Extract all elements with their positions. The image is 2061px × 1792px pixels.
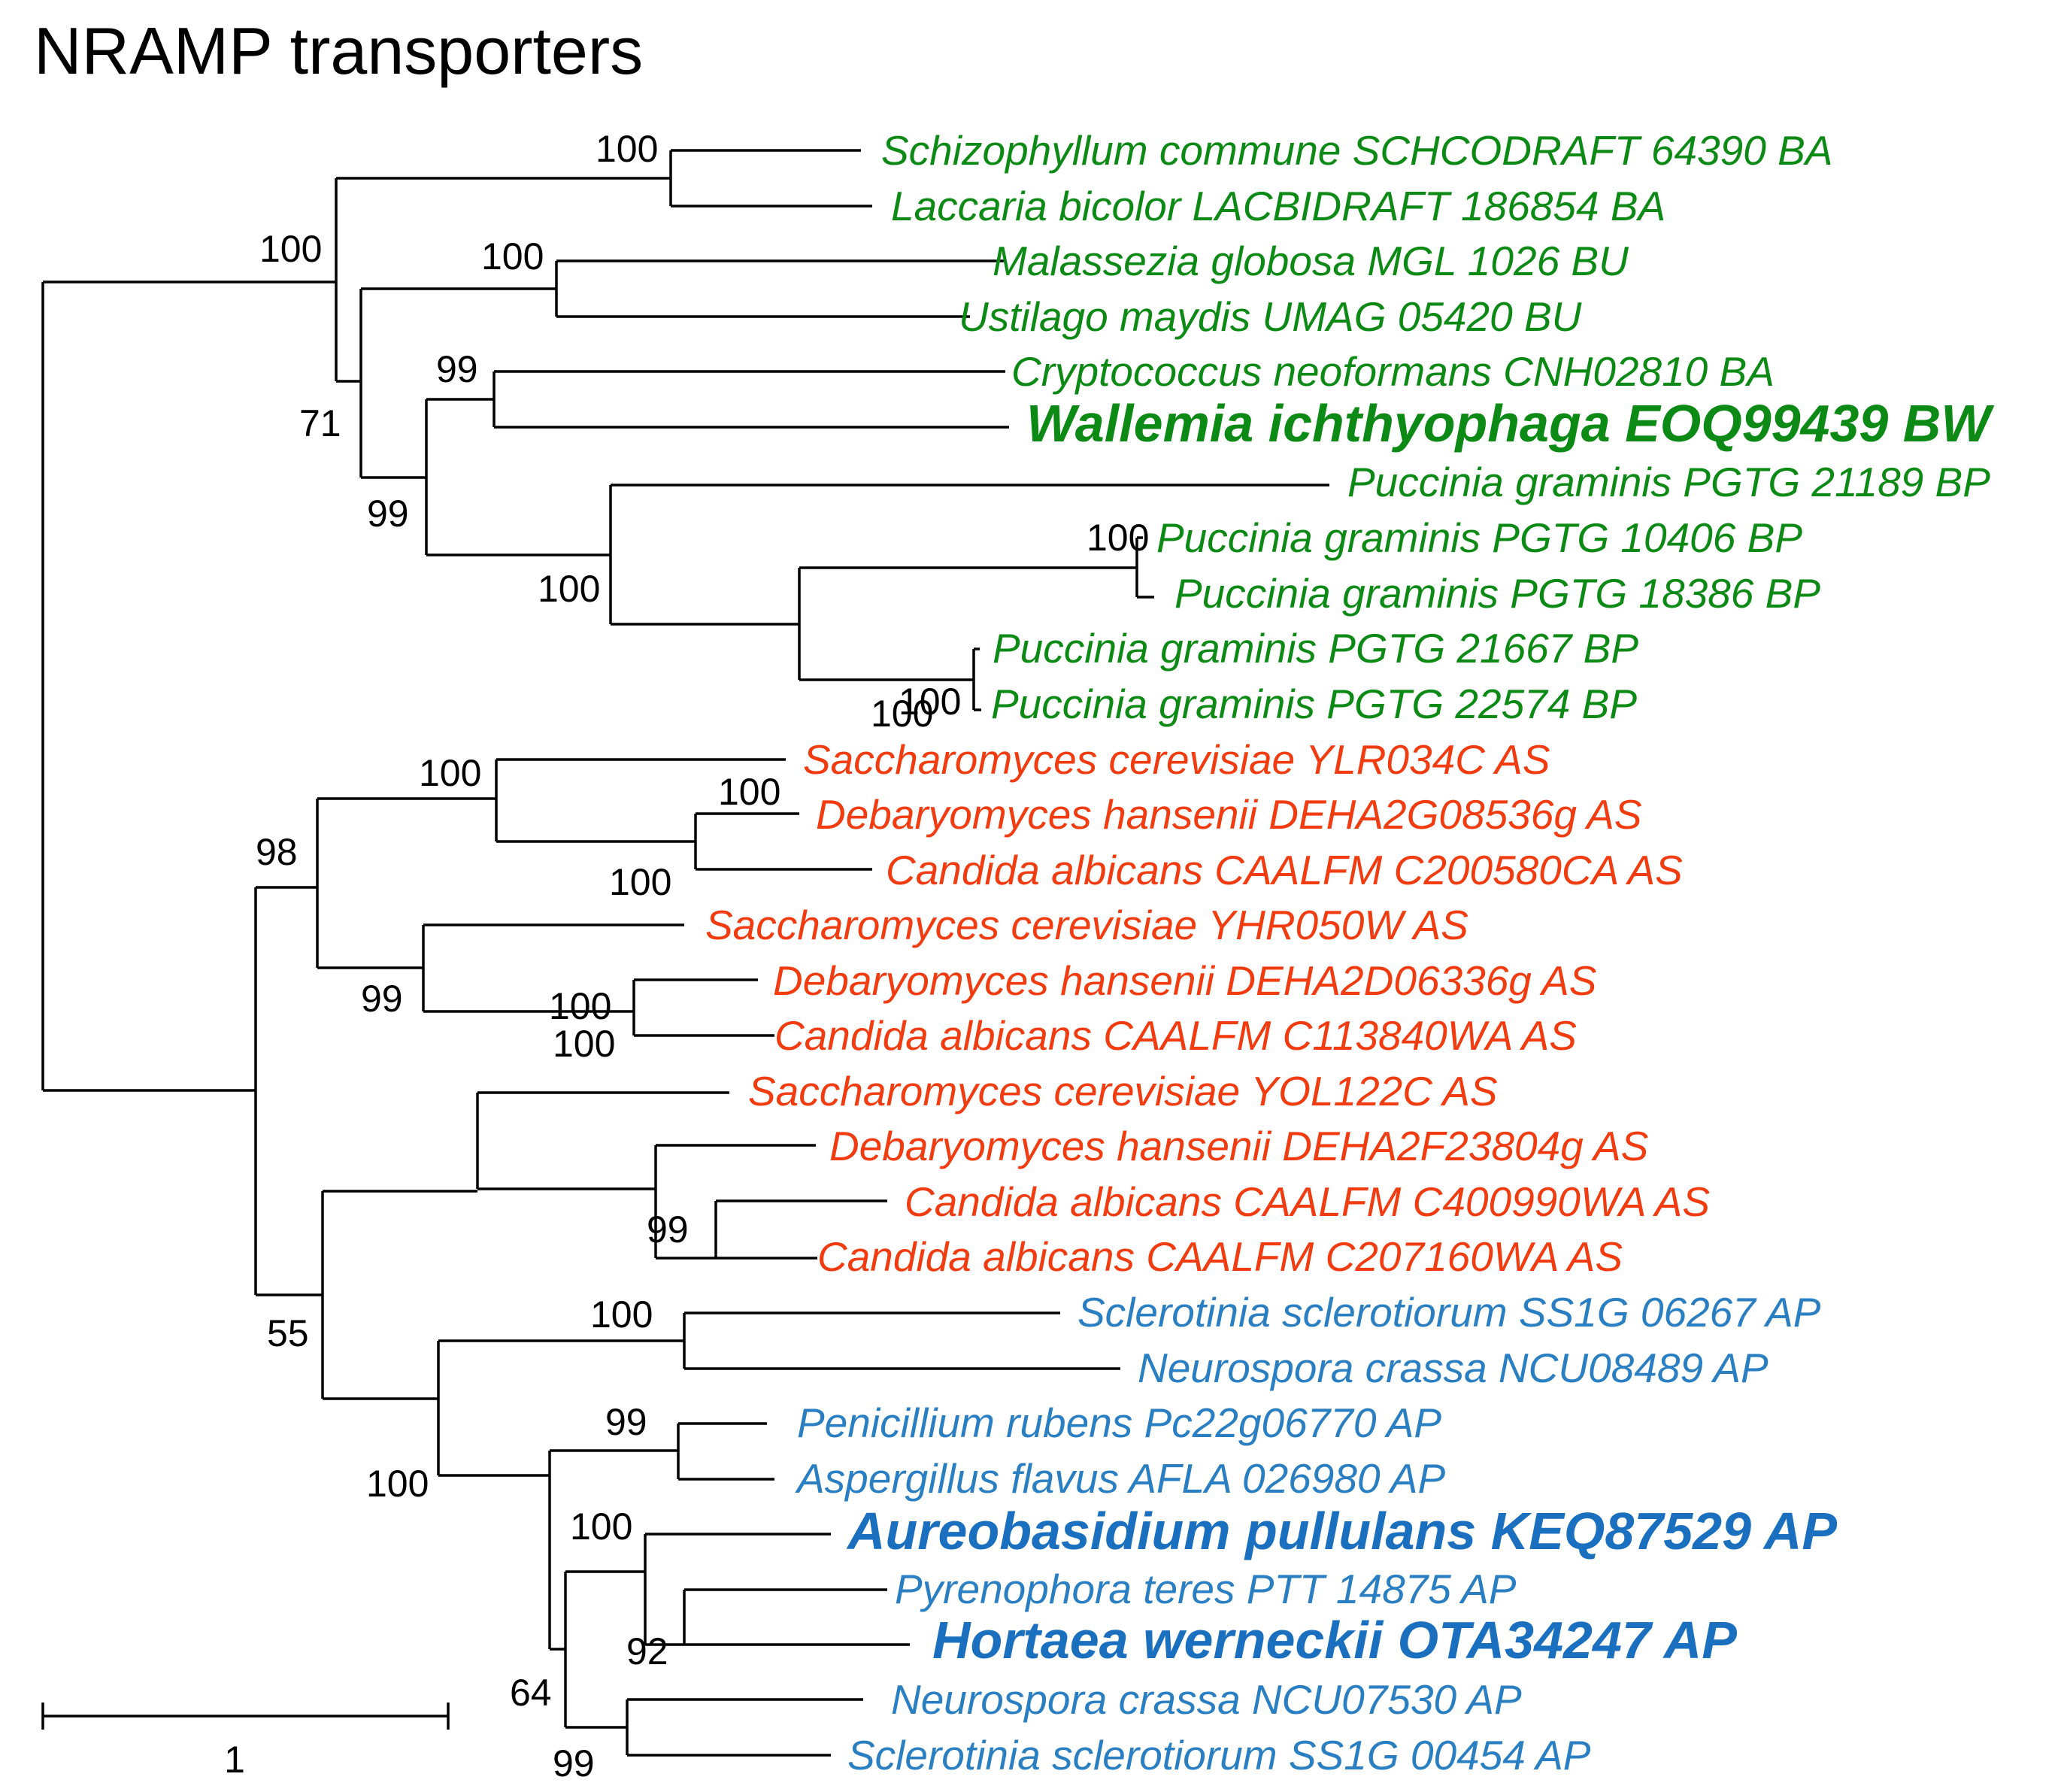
bootstrap-value: 99 (605, 1401, 647, 1443)
bootstrap-value: 100 (609, 861, 671, 903)
tree-branches (41, 149, 1329, 1757)
taxon-label: Candida albicans CAALFM C400990WA AS (905, 1178, 1710, 1225)
taxon-label: Cryptococcus neoformans CNH02810 BA (1011, 348, 1775, 395)
bootstrap-value: 99 (647, 1208, 689, 1251)
bootstrap-value: 100 (570, 1505, 632, 1548)
figure-title: NRAMP transporters (34, 14, 643, 88)
taxon-label: Debaryomyces hansenii DEHA2D06336g AS (773, 957, 1597, 1004)
taxon-label: Neurospora crassa NCU08489 AP (1138, 1345, 1769, 1391)
taxon-label: Aureobasidium pullulans KEQ87529 AP (846, 1502, 1837, 1560)
bootstrap-value: 99 (361, 978, 403, 1020)
taxon-label: Hortaea werneckii OTA34247 AP (932, 1611, 1737, 1669)
bootstrap-value: 71 (299, 402, 341, 444)
taxon-label: Penicillium rubens Pc22g06770 AP (797, 1399, 1441, 1446)
bootstrap-value: 100 (481, 235, 544, 277)
taxon-label: Saccharomyces cerevisiae YHR050W AS (705, 902, 1468, 948)
taxon-label: Laccaria bicolor LACBIDRAFT 186854 BA (891, 183, 1665, 229)
bootstrap-value: 100 (596, 128, 658, 170)
taxon-label: Aspergillus flavus AFLA 026980 AP (795, 1455, 1445, 1502)
taxon-label: Puccinia graminis PGTG 21667 BP (993, 625, 1638, 672)
bootstrap-value: 100 (366, 1463, 429, 1505)
taxon-label: Wallemia ichthyophaga EOQ99439 BW (1026, 394, 1995, 453)
bootstrap-value: 55 (267, 1312, 309, 1354)
taxon-label: Puccinia graminis PGTG 10406 BP (1156, 514, 1802, 561)
taxon-label: Debaryomyces hansenii DEHA2G08536g AS (816, 791, 1642, 838)
taxon-labels: Schizophyllum commune SCHCODRAFT 64390 B… (705, 127, 1995, 1778)
taxon-label: Sclerotinia sclerotiorum SS1G 00454 AP (847, 1732, 1591, 1778)
taxon-label: Schizophyllum commune SCHCODRAFT 64390 B… (881, 127, 1832, 174)
bootstrap-value: 100 (538, 568, 600, 610)
taxon-label: Candida albicans CAALFM C207160WA AS (817, 1233, 1623, 1280)
taxon-label: Candida albicans CAALFM C200580CA AS (886, 847, 1683, 893)
taxon-label: Pyrenophora teres PTT 14875 AP (895, 1566, 1517, 1612)
taxon-label: Saccharomyces cerevisiae YOL122C AS (748, 1068, 1498, 1114)
taxon-label: Sclerotinia sclerotiorum SS1G 06267 AP (1077, 1289, 1821, 1336)
taxon-label: Puccinia graminis PGTG 21189 BP (1347, 459, 1990, 505)
bootstrap-value: 100 (1087, 517, 1149, 559)
scale-bar-label: 1 (224, 1739, 245, 1781)
bootstrap-value: 100 (419, 752, 481, 794)
taxon-label: Debaryomyces hansenii DEHA2F23804g AS (829, 1123, 1649, 1169)
taxon-label: Neurospora crassa NCU07530 AP (891, 1676, 1522, 1723)
taxon-label: Ustilago maydis UMAG 05420 BU (959, 293, 1582, 340)
bootstrap-value: 98 (256, 831, 298, 873)
bootstrap-value: 100 (718, 771, 780, 813)
bootstrap-value: 100 (259, 228, 322, 270)
scale-bar: 1 (41, 1703, 450, 1781)
bootstrap-value: 92 (626, 1630, 668, 1672)
taxon-label: Puccinia graminis PGTG 22574 BP (991, 681, 1637, 727)
bootstrap-value: 100 (899, 681, 961, 723)
bootstrap-value: 99 (436, 348, 478, 390)
bootstrap-value: 100 (590, 1293, 653, 1336)
bootstrap-value: 99 (553, 1742, 595, 1784)
taxon-label: Saccharomyces cerevisiae YLR034C AS (803, 736, 1550, 783)
bootstrap-value: 64 (510, 1672, 552, 1714)
bootstrap-value: 100 (549, 985, 611, 1027)
taxon-label: Malassezia globosa MGL 1026 BU (993, 238, 1629, 284)
bootstrap-value: 100 (871, 693, 933, 735)
bootstrap-value: 99 (367, 493, 409, 535)
bootstrap-value: 100 (553, 1023, 615, 1065)
taxon-label: Puccinia graminis PGTG 18386 BP (1174, 570, 1820, 617)
taxon-label: Candida albicans CAALFM C113840WA AS (774, 1012, 1577, 1059)
